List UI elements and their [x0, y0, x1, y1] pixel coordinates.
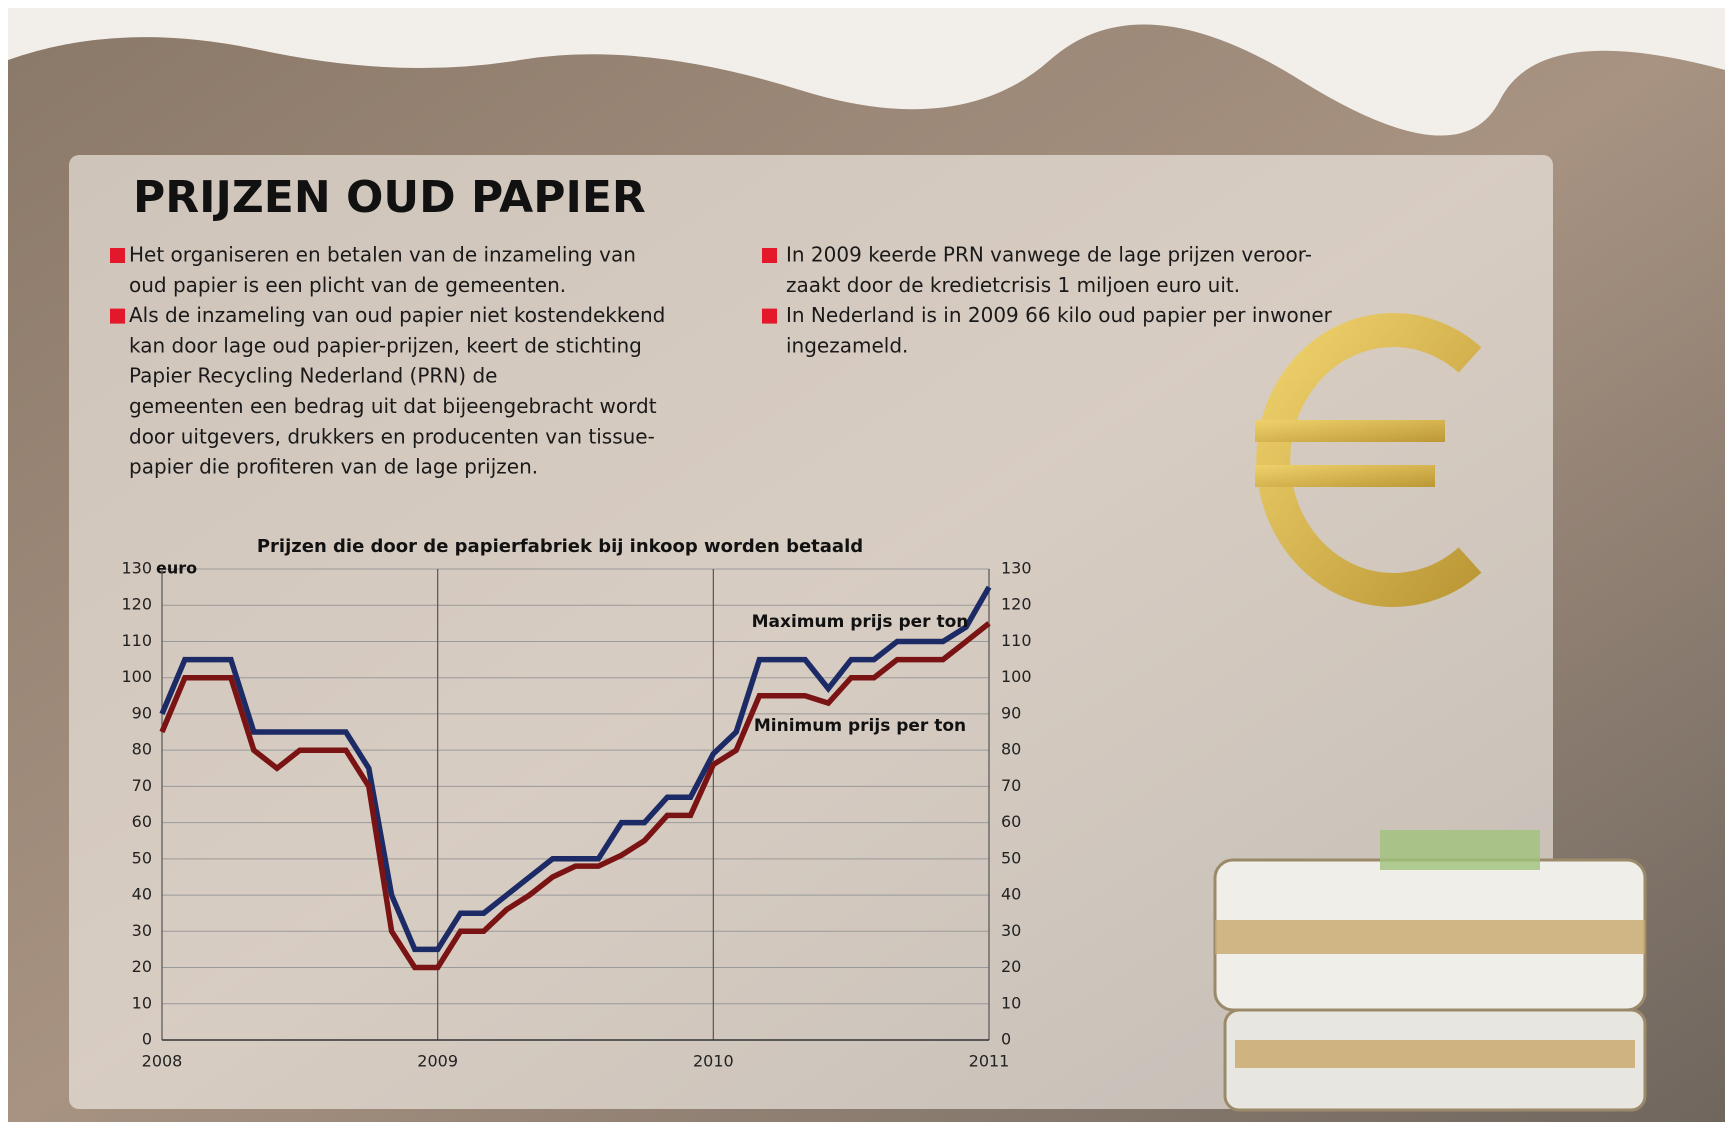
y2-tick-label: 120 — [1001, 595, 1032, 614]
y-tick-label: 60 — [132, 812, 152, 831]
bullet-marker — [762, 248, 777, 263]
bullet-text: ingezameld. — [786, 333, 908, 357]
x-tick-label: 2008 — [142, 1052, 183, 1071]
y-tick-label: 80 — [132, 740, 152, 759]
y2-tick-label: 80 — [1001, 740, 1021, 759]
y-tick-label: 100 — [121, 667, 152, 686]
y-tick-label: 10 — [132, 993, 152, 1012]
y-tick-label: 50 — [132, 848, 152, 867]
y2-tick-label: 110 — [1001, 631, 1032, 650]
page: PRIJZEN OUD PAPIER Prijzen die door de p… — [0, 0, 1733, 1130]
y2-tick-label: 70 — [1001, 776, 1021, 795]
y-tick-label: 40 — [132, 885, 152, 904]
series-label: Minimum prijs per ton — [754, 716, 966, 736]
bullet-marker — [110, 248, 125, 263]
y2-tick-label: 60 — [1001, 812, 1021, 831]
y2-tick-label: 0 — [1001, 1030, 1011, 1049]
bullet-text: gemeenten een bedrag uit dat bijeengebra… — [129, 394, 657, 418]
y2-tick-label: 40 — [1001, 885, 1021, 904]
y-tick-label: 30 — [132, 921, 152, 940]
x-tick-label: 2011 — [969, 1052, 1010, 1071]
bullet-text: papier die profiteren van de lage prijze… — [129, 455, 538, 479]
bullet-text: oud papier is een plicht van de gemeente… — [129, 273, 566, 297]
bullet-text: Papier Recycling Nederland (PRN) de — [129, 364, 497, 388]
newspaper-stack — [1215, 830, 1645, 1110]
y-tick-label: 0 — [142, 1030, 152, 1049]
y2-tick-label: 20 — [1001, 957, 1021, 976]
y2-tick-label: 30 — [1001, 921, 1021, 940]
y2-tick-label: 50 — [1001, 848, 1021, 867]
bullet-text: Het organiseren en betalen van de inzame… — [129, 243, 636, 267]
bullet-marker — [110, 309, 125, 324]
y2-tick-label: 100 — [1001, 667, 1032, 686]
y-tick-label: 110 — [121, 631, 152, 650]
x-tick-label: 2010 — [693, 1052, 734, 1071]
series-label: Maximum prijs per ton — [752, 612, 969, 632]
chart-title: Prijzen die door de papierfabriek bij in… — [257, 536, 863, 557]
bullet-text: door uitgevers, drukkers en producenten … — [129, 424, 655, 448]
bullet-text: Als de inzameling van oud papier niet ko… — [129, 303, 665, 327]
y2-tick-label: 130 — [1001, 559, 1032, 578]
y2-tick-label: 90 — [1001, 703, 1021, 722]
page-title: PRIJZEN OUD PAPIER — [133, 172, 646, 223]
bullet-text: kan door lage oud papier-prijzen, keert … — [129, 333, 642, 357]
y-tick-label: 130 — [121, 559, 152, 578]
bullet-text: zaakt door de kredietcrisis 1 miljoen eu… — [786, 273, 1240, 297]
x-tick-label: 2009 — [417, 1052, 458, 1071]
bullet-marker — [762, 309, 777, 324]
y-tick-label: 70 — [132, 776, 152, 795]
y-tick-label: 90 — [132, 703, 152, 722]
y-tick-label: 120 — [121, 595, 152, 614]
y-tick-label: 20 — [132, 957, 152, 976]
bullet-text: In 2009 keerde PRN vanwege de lage prijz… — [786, 243, 1312, 267]
bullet-text: In Nederland is in 2009 66 kilo oud papi… — [786, 303, 1333, 327]
infographic: PRIJZEN OUD PAPIER Prijzen die door de p… — [0, 0, 1733, 1130]
y2-tick-label: 10 — [1001, 993, 1021, 1012]
